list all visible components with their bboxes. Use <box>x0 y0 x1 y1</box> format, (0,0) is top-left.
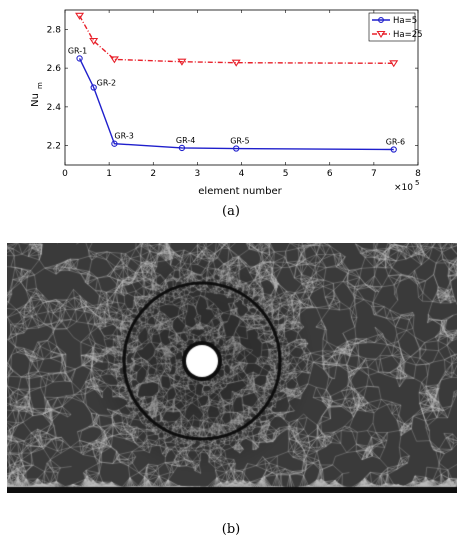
point-ha25 <box>177 58 187 66</box>
x-tick-label: 2 <box>150 169 156 179</box>
point-ha25 <box>89 37 99 46</box>
y-tick-label: 2.2 <box>47 142 61 152</box>
svg-text:Nu: Nu <box>30 93 41 107</box>
x-tick-label: 1 <box>106 169 112 179</box>
svg-text:Ha=5: Ha=5 <box>393 16 417 26</box>
svg-text:×10: ×10 <box>394 183 413 193</box>
point-ha25 <box>75 12 85 20</box>
y-tick-label: 2.4 <box>47 103 62 113</box>
panel-a-label: (a) <box>222 204 240 219</box>
point-ha25 <box>231 59 241 67</box>
point-label: GR-1 <box>68 46 87 55</box>
point-ha25 <box>109 56 119 64</box>
x-axis-exponent: ×10 5 <box>394 179 419 193</box>
svg-text:Ha=25: Ha=25 <box>393 30 423 40</box>
legend: Ha=5 Ha=25 <box>368 12 423 42</box>
point-label: GR-3 <box>114 132 133 141</box>
point-ha25 <box>389 60 399 68</box>
point-ha5 <box>390 146 397 153</box>
x-tick-label: 3 <box>195 169 201 179</box>
legend-item-ha25: Ha=25 <box>372 30 423 40</box>
y-tick-label: 2.6 <box>47 64 62 74</box>
point-ha5 <box>90 84 97 91</box>
point-ha5 <box>233 145 240 152</box>
x-tick-label: 8 <box>415 169 421 179</box>
point-label: GR-6 <box>386 138 405 147</box>
y-axis-label: Nu m <box>30 82 44 107</box>
x-tick-label: 0 <box>62 169 68 179</box>
x-tick-label: 6 <box>327 169 333 179</box>
y-tick-label: 2.8 <box>47 25 62 35</box>
point-label: GR-5 <box>230 137 249 146</box>
series-line-1 <box>78 15 394 64</box>
point-label: GR-4 <box>176 136 195 145</box>
point-ha5 <box>111 140 118 147</box>
svg-text:5: 5 <box>415 179 419 187</box>
x-tick-label: 5 <box>283 169 289 179</box>
panel-b-label: (b) <box>221 522 241 537</box>
x-tick-label: 4 <box>239 169 245 179</box>
point-ha5 <box>178 144 186 152</box>
point-label: GR-2 <box>97 79 116 88</box>
legend-item-ha5: Ha=5 <box>372 16 417 26</box>
point-ha5 <box>76 55 83 62</box>
mesh-image <box>7 243 457 493</box>
nu-vs-element-chart: 0 1 2 3 4 5 6 7 8 2.2 2.4 2.6 2.8 GR-1 GR-2 GR-3 GR-4 GR… <box>30 9 423 197</box>
series-line-0 <box>78 58 394 151</box>
x-tick-label: 7 <box>371 169 377 179</box>
x-axis-label: element number <box>198 186 282 197</box>
svg-text:m: m <box>36 82 44 89</box>
